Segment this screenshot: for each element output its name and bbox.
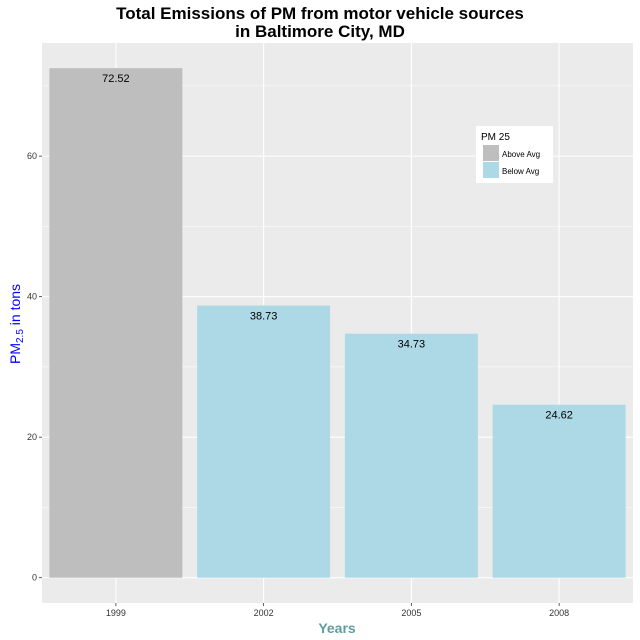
- y-tick-label: 40: [27, 292, 37, 302]
- chart-subtitle: in Baltimore City, MD: [235, 22, 405, 41]
- x-tick-label: 2002: [254, 608, 274, 618]
- x-axis-title: Years: [318, 620, 356, 636]
- x-tick-label: 1999: [106, 608, 126, 618]
- data-label-2008: 24.62: [545, 410, 573, 422]
- data-labels: 72.52 38.73 34.73 24.62: [102, 73, 573, 422]
- y-tick-label: 60: [27, 151, 37, 161]
- legend-title: PM 25: [481, 132, 510, 143]
- bar-2002: [197, 305, 331, 578]
- legend: PM 25 Above Avg Below Avg: [476, 126, 553, 183]
- data-label-2002: 38.73: [250, 311, 278, 323]
- legend-key-above-avg: [483, 145, 499, 161]
- y-axis-title: PM2.5 in tons: [7, 284, 26, 364]
- y-tick-label: 0: [32, 573, 37, 583]
- bar-2005: [344, 333, 478, 578]
- x-tick-label: 2005: [401, 608, 421, 618]
- data-label-1999: 72.52: [102, 73, 130, 85]
- legend-label-above-avg: Above Avg: [502, 150, 540, 159]
- chart-title: Total Emissions of PM from motor vehicle…: [116, 4, 524, 23]
- legend-label-below-avg: Below Avg: [502, 167, 539, 176]
- x-tick-label: 2008: [549, 608, 569, 618]
- y-axis: 0 20 40 60: [27, 151, 42, 583]
- data-label-2005: 34.73: [398, 339, 426, 351]
- bar-1999: [49, 68, 183, 578]
- bars: [49, 68, 626, 578]
- y-axis-title-main: PM: [7, 343, 23, 364]
- y-tick-label: 20: [27, 432, 37, 442]
- y-axis-title-subscript: 2.5: [15, 329, 26, 343]
- y-axis-title-rest: in tons: [7, 284, 23, 329]
- bar-2008: [492, 404, 626, 578]
- x-axis: 1999 2002 2005 2008: [106, 603, 569, 618]
- legend-key-below-avg: [483, 162, 499, 178]
